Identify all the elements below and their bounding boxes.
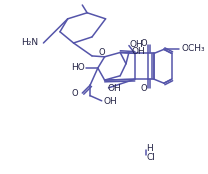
Text: OH: OH bbox=[131, 47, 145, 56]
Text: OCH₃: OCH₃ bbox=[181, 44, 205, 53]
Text: O: O bbox=[99, 48, 105, 57]
Text: HO: HO bbox=[71, 63, 85, 72]
Text: O: O bbox=[141, 84, 147, 93]
Text: O: O bbox=[141, 39, 147, 48]
Text: H₂N: H₂N bbox=[21, 38, 38, 48]
Text: Cl: Cl bbox=[146, 153, 155, 162]
Text: OH: OH bbox=[130, 40, 144, 49]
Text: OH: OH bbox=[107, 84, 121, 93]
Text: H: H bbox=[146, 144, 153, 153]
Text: OH: OH bbox=[104, 97, 117, 106]
Text: O: O bbox=[72, 89, 78, 98]
